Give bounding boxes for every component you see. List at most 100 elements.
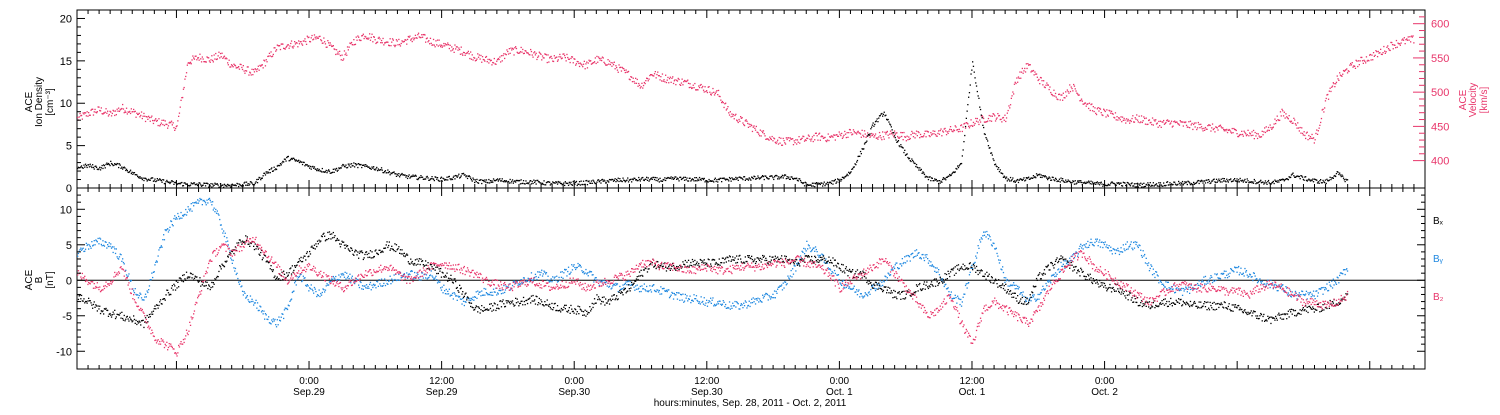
velocity-series-point (573, 62, 574, 63)
density-series-point (88, 164, 89, 165)
velocity-series-point (955, 125, 956, 126)
by-series-point (855, 291, 856, 292)
velocity-series-point (364, 38, 365, 39)
velocity-series-point (779, 137, 780, 138)
velocity-series-point (991, 121, 992, 122)
by-series-point (1120, 251, 1121, 252)
velocity-series-point (444, 45, 445, 46)
velocity-series-point (609, 61, 610, 62)
velocity-series-point (798, 136, 799, 137)
velocity-series-point (633, 81, 634, 82)
by-series-point (316, 296, 317, 297)
density-series-point (1255, 180, 1256, 181)
velocity-series-point (1065, 91, 1066, 92)
velocity-series-point (669, 78, 670, 79)
by-series-point (370, 282, 371, 283)
density-series-point (731, 181, 732, 182)
velocity-series-point (124, 112, 125, 113)
by-series-point (1096, 241, 1097, 242)
velocity-series-point (883, 136, 884, 137)
density-series-point (686, 179, 687, 180)
by-series-point (233, 260, 234, 261)
by-series-point (1154, 277, 1155, 278)
velocity-series-point (411, 38, 412, 39)
density-series-point (1133, 185, 1134, 186)
by-series-point (212, 201, 213, 202)
velocity-series-point (562, 58, 563, 59)
velocity-series-point (1364, 61, 1365, 62)
by-series-point (542, 275, 543, 276)
density-series-point (380, 169, 381, 170)
bx-series-point (103, 313, 104, 314)
density-series-point (570, 183, 571, 184)
by-series-point (390, 283, 391, 284)
density-series-point (708, 181, 709, 182)
velocity-series-point (1225, 130, 1226, 131)
velocity-series-point (233, 66, 234, 67)
by-series-point (1095, 239, 1096, 240)
density-series-point (1136, 186, 1137, 187)
velocity-series-point (1368, 60, 1369, 61)
velocity-series-point (1337, 78, 1338, 79)
velocity-series-point (382, 42, 383, 43)
velocity-series-point (515, 46, 516, 47)
velocity-series-point (323, 37, 324, 38)
velocity-series-point (178, 116, 179, 117)
by-series-point (163, 234, 164, 235)
by-series-point (682, 294, 683, 295)
by-series-point (669, 297, 670, 298)
by-series-point (708, 302, 709, 303)
velocity-series-point (702, 86, 703, 87)
velocity-series-point (637, 86, 638, 87)
velocity-series-point (266, 61, 267, 62)
by-series-point (289, 305, 290, 306)
density-series-point (1092, 182, 1093, 183)
density-series-point (513, 183, 514, 184)
by-series-point (656, 291, 657, 292)
by-series-point (1101, 242, 1102, 243)
density-series-point (274, 167, 275, 168)
by-series-point (536, 276, 537, 277)
density-series-point (854, 166, 855, 167)
velocity-series-point (448, 44, 449, 45)
density-series-point (730, 178, 731, 179)
density-series-point (203, 185, 204, 186)
by-series-point (1127, 241, 1128, 242)
by-series-point (780, 286, 781, 287)
velocity-series-point (912, 133, 913, 134)
by-series-point (1132, 249, 1133, 250)
by-series-point (1270, 287, 1271, 288)
velocity-series-point (191, 63, 192, 64)
by-series-point (602, 280, 603, 281)
velocity-series-point (1329, 91, 1330, 92)
by-series-point (1146, 258, 1147, 259)
by-series-point (937, 271, 938, 272)
velocity-series-point (1046, 82, 1047, 83)
density-series-point (963, 149, 964, 150)
density-series-point (1058, 181, 1059, 182)
density-series-point (154, 180, 155, 181)
velocity-series-point (109, 114, 110, 115)
by-series-point (555, 276, 556, 277)
velocity-series-point (848, 132, 849, 133)
velocity-series-point (748, 127, 749, 128)
velocity-series-point (1043, 80, 1044, 81)
density-series-point (1000, 169, 1001, 170)
by-series-point (443, 285, 444, 286)
velocity-series-point (1080, 100, 1081, 101)
velocity-series-point (761, 131, 762, 132)
by-series-point (168, 231, 169, 232)
density-series-point (998, 167, 999, 168)
velocity-series-point (294, 41, 295, 42)
velocity-series-point (807, 138, 808, 139)
density-series-point (1098, 183, 1099, 184)
velocity-series-point (1124, 118, 1125, 119)
by-series-point (874, 288, 875, 289)
density-series-point (872, 125, 873, 126)
velocity-series-point (98, 107, 99, 108)
by-series-point (377, 281, 378, 282)
density-series-point (708, 179, 709, 180)
velocity-series-point (1212, 123, 1213, 124)
velocity-series-point (654, 73, 655, 74)
velocity-series-point (584, 61, 585, 62)
